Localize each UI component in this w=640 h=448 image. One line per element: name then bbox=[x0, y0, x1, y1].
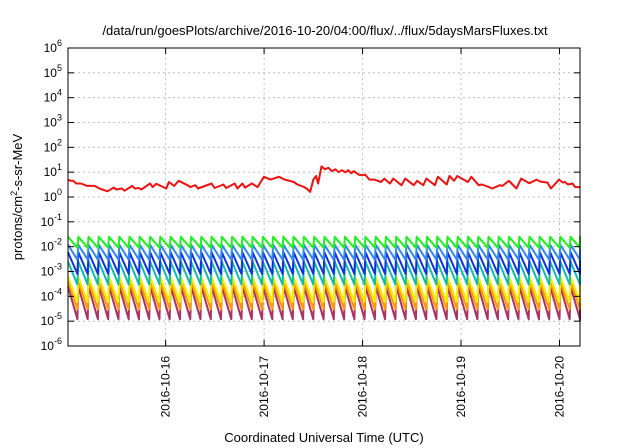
y-axis-tick-labels: 10-6 10-5 10-4 10-3 10-2 10-1 100 101 102 103 104 1… bbox=[41, 38, 62, 353]
axis-ticks bbox=[68, 47, 580, 347]
y-tick-label: 105 bbox=[44, 63, 62, 80]
y-tick-label: 103 bbox=[44, 113, 62, 130]
y-tick-label: 10-3 bbox=[41, 262, 62, 279]
x-tick-label: 2016-10-16 bbox=[159, 356, 173, 418]
x-tick-label: 2016-10-18 bbox=[356, 356, 370, 418]
y-tick-label: 104 bbox=[44, 88, 62, 105]
series-line bbox=[67, 280, 581, 311]
x-tick-label: 2016-10-20 bbox=[552, 356, 566, 418]
series-line bbox=[67, 285, 581, 322]
y-tick-label: 106 bbox=[44, 38, 62, 55]
x-axis-tick-labels: 2016-10-16 2016-10-17 2016-10-18 2016-10-19… bbox=[159, 356, 567, 418]
y-axis-label-part: protons/cm bbox=[10, 196, 25, 260]
chart-title: /data/run/goesPlots/archive/2016-10-20/0… bbox=[102, 23, 548, 38]
y-axis-label-superscript: 2 bbox=[9, 191, 19, 196]
series-line bbox=[67, 251, 581, 275]
y-tick-label: 102 bbox=[44, 137, 62, 154]
y-tick-label: 10-2 bbox=[41, 237, 62, 254]
series-group bbox=[67, 165, 581, 322]
y-axis-label-part: -s-sr-MeV bbox=[10, 133, 25, 190]
series-line bbox=[67, 243, 581, 261]
y-tick-label: 101 bbox=[44, 162, 62, 179]
y-tick-label: 10-1 bbox=[41, 212, 62, 229]
y-tick-label: 10-6 bbox=[41, 336, 62, 353]
y-axis-label: protons/cm2-s-sr-MeV bbox=[9, 133, 25, 260]
series-line bbox=[67, 260, 581, 286]
series-line bbox=[67, 235, 581, 249]
x-tick-label: 2016-10-19 bbox=[454, 356, 468, 418]
series-line bbox=[67, 165, 580, 193]
x-axis-label: Coordinated Universal Time (UTC) bbox=[224, 430, 423, 445]
y-tick-label: 10-4 bbox=[41, 286, 62, 303]
y-tick-label: 10-5 bbox=[41, 311, 62, 328]
series-line bbox=[67, 276, 581, 303]
x-tick-label: 2016-10-17 bbox=[257, 356, 271, 418]
y-tick-label: 100 bbox=[44, 187, 62, 204]
